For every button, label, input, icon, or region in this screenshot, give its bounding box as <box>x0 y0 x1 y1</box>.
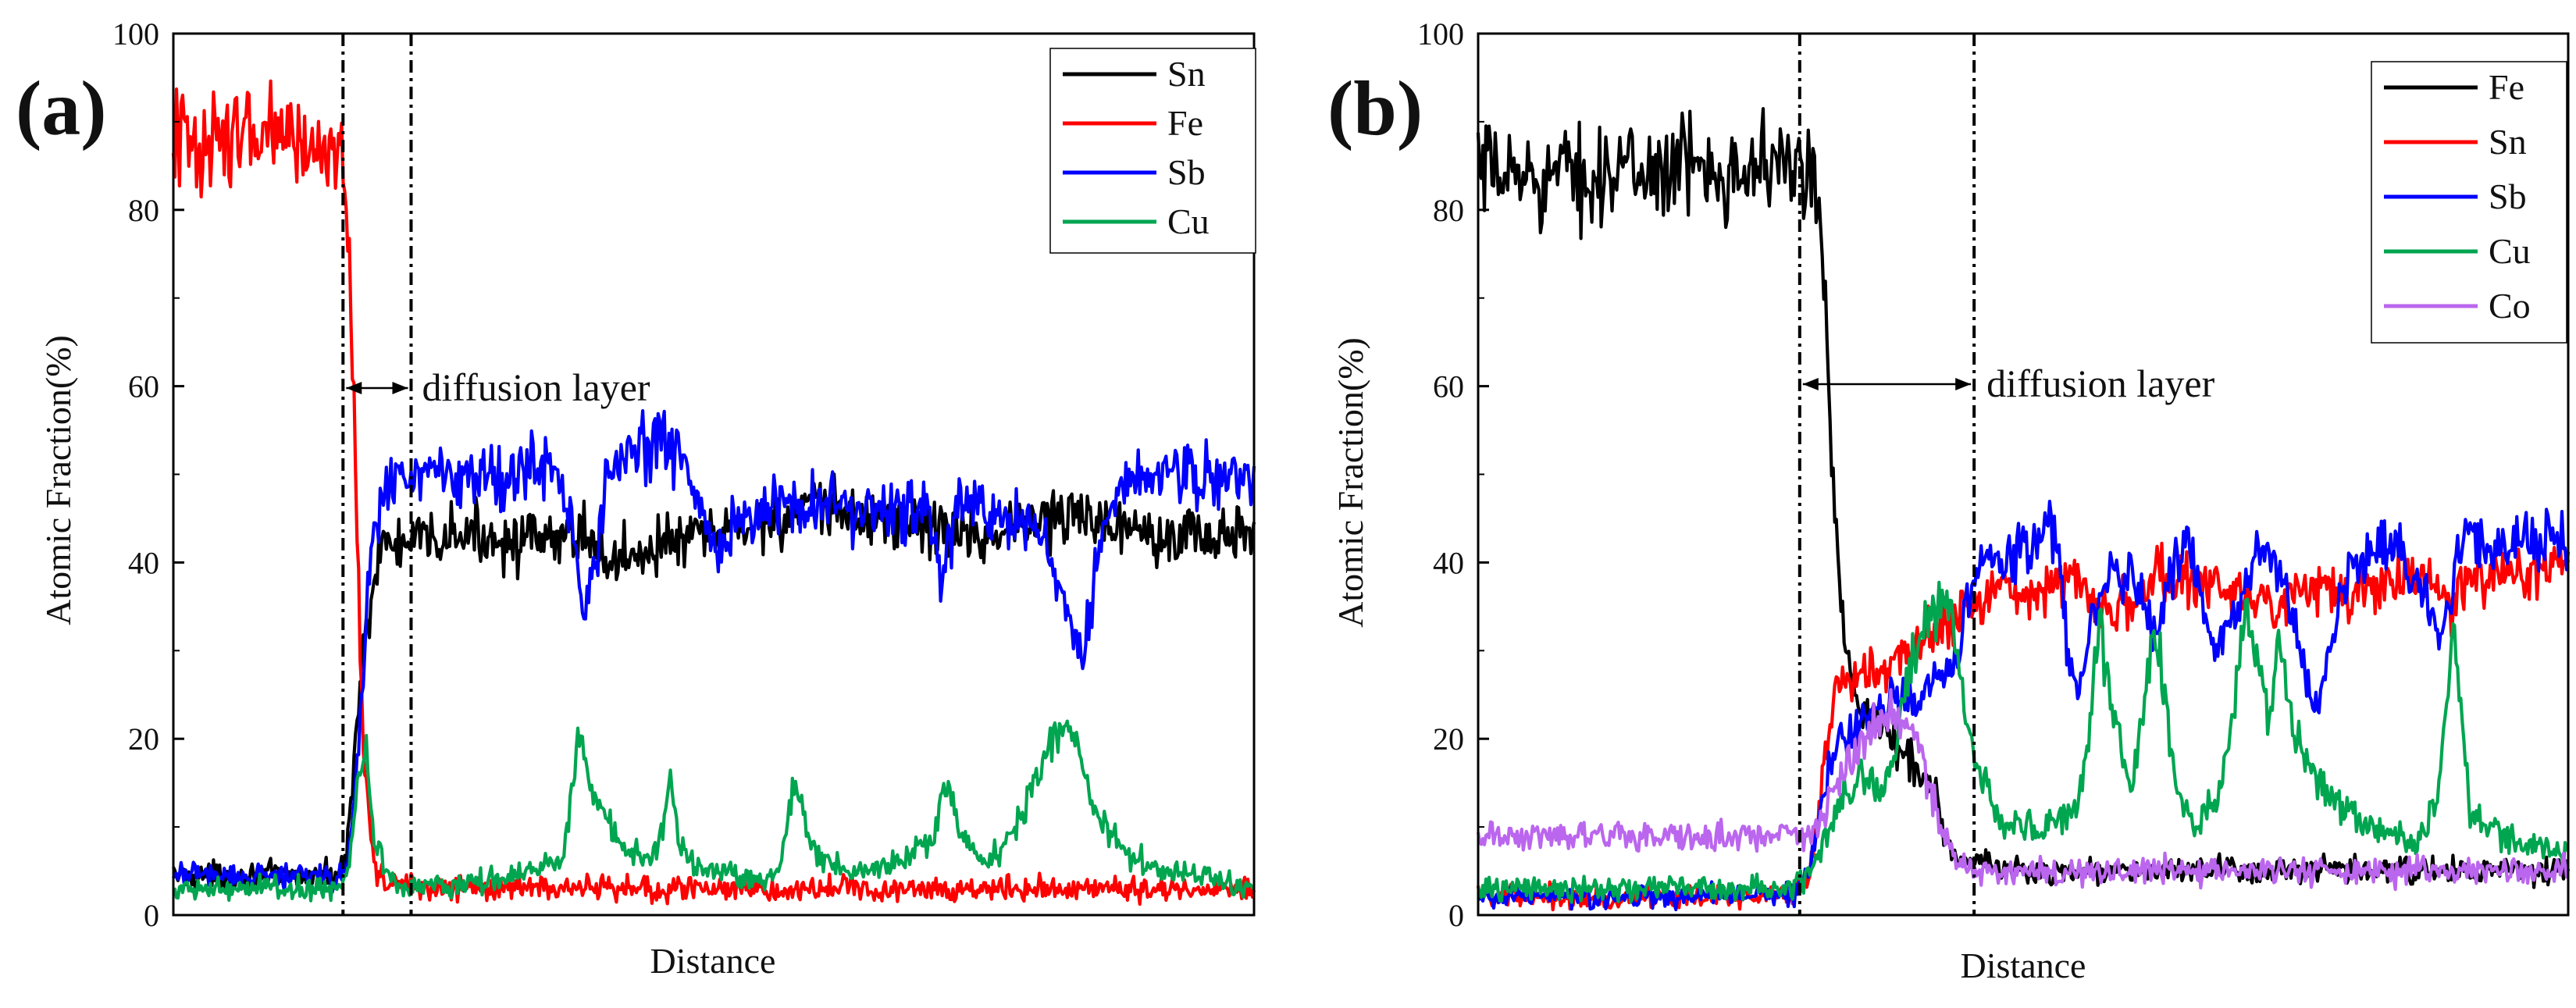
y-tick-label: 100 <box>1417 16 1464 52</box>
y-axis-label-b: Atomic Fraction(%) <box>1331 337 1370 628</box>
plot-area-b: diffusion layer 0 20 40 60 80 100 Fe Sn Sb Cu Co <box>1417 16 2571 933</box>
y-tick-label: 80 <box>1433 193 1464 228</box>
y-tick-label: 40 <box>128 545 159 580</box>
y-tick-label: 60 <box>128 369 159 404</box>
chart-panel-b: (b) diffusion layer 0 20 40 60 80 100 Fe Sn Sb Cu C… <box>1327 16 2571 985</box>
x-axis-label-a: Distance <box>650 941 776 981</box>
legend-label-sb: Sb <box>2489 176 2527 216</box>
series-line-fe <box>171 79 1256 906</box>
legend-box <box>1049 48 1256 254</box>
y-tick-label: 20 <box>128 721 159 757</box>
y-tick-label: 0 <box>144 898 159 933</box>
y-tick-label: 100 <box>112 16 159 52</box>
diffusion-layer-annotation: diffusion layer <box>422 365 650 409</box>
legend: Fe Sn Sb Cu Co <box>2371 61 2567 344</box>
y-tick-label: 20 <box>1433 721 1464 757</box>
panel-label-a: (a) <box>16 65 107 151</box>
legend-label-sb: Sb <box>1167 152 1206 192</box>
series-line-fe <box>1476 107 2571 889</box>
x-axis-label-b: Distance <box>1961 946 2086 985</box>
y-axis-label-a: Atomic Fraction(%) <box>38 335 78 625</box>
legend-label-cu: Cu <box>1167 201 1210 241</box>
diffusion-layer-annotation: diffusion layer <box>1986 362 2214 405</box>
y-tick-label: 40 <box>1433 545 1464 580</box>
arrow-heads <box>346 382 408 394</box>
series-line-sb <box>1477 500 2571 912</box>
series-line-cu <box>1476 580 2570 904</box>
series-line-cu <box>172 719 1256 903</box>
series-line-co <box>1476 688 2569 892</box>
series-line-sn <box>1476 541 2571 912</box>
panel-label-b: (b) <box>1327 65 1423 151</box>
y-tick-label: 60 <box>1433 369 1464 404</box>
legend-label-cu: Cu <box>2489 231 2531 271</box>
legend-label-co: Co <box>2489 286 2531 326</box>
legend-label-sn: Sn <box>2489 122 2527 162</box>
series-line-sb <box>172 409 1256 894</box>
legend-label-sn: Sn <box>1167 54 1206 94</box>
plot-area-a: diffusion layer 0 20 40 60 80 100 Sn Fe Sb Cu <box>112 16 1256 933</box>
series-line-sn <box>172 472 1256 895</box>
y-tick-label: 80 <box>128 193 159 228</box>
legend-label-fe: Fe <box>1167 103 1203 143</box>
legend-label-fe: Fe <box>2489 67 2524 107</box>
y-tick-label: 0 <box>1448 898 1464 933</box>
chart-panel-a: (a) diffusion layer020406080100SnFeSbCu … <box>16 16 1256 981</box>
legend-box <box>2371 61 2567 344</box>
legend: Sn Fe Sb Cu <box>1049 48 1256 254</box>
